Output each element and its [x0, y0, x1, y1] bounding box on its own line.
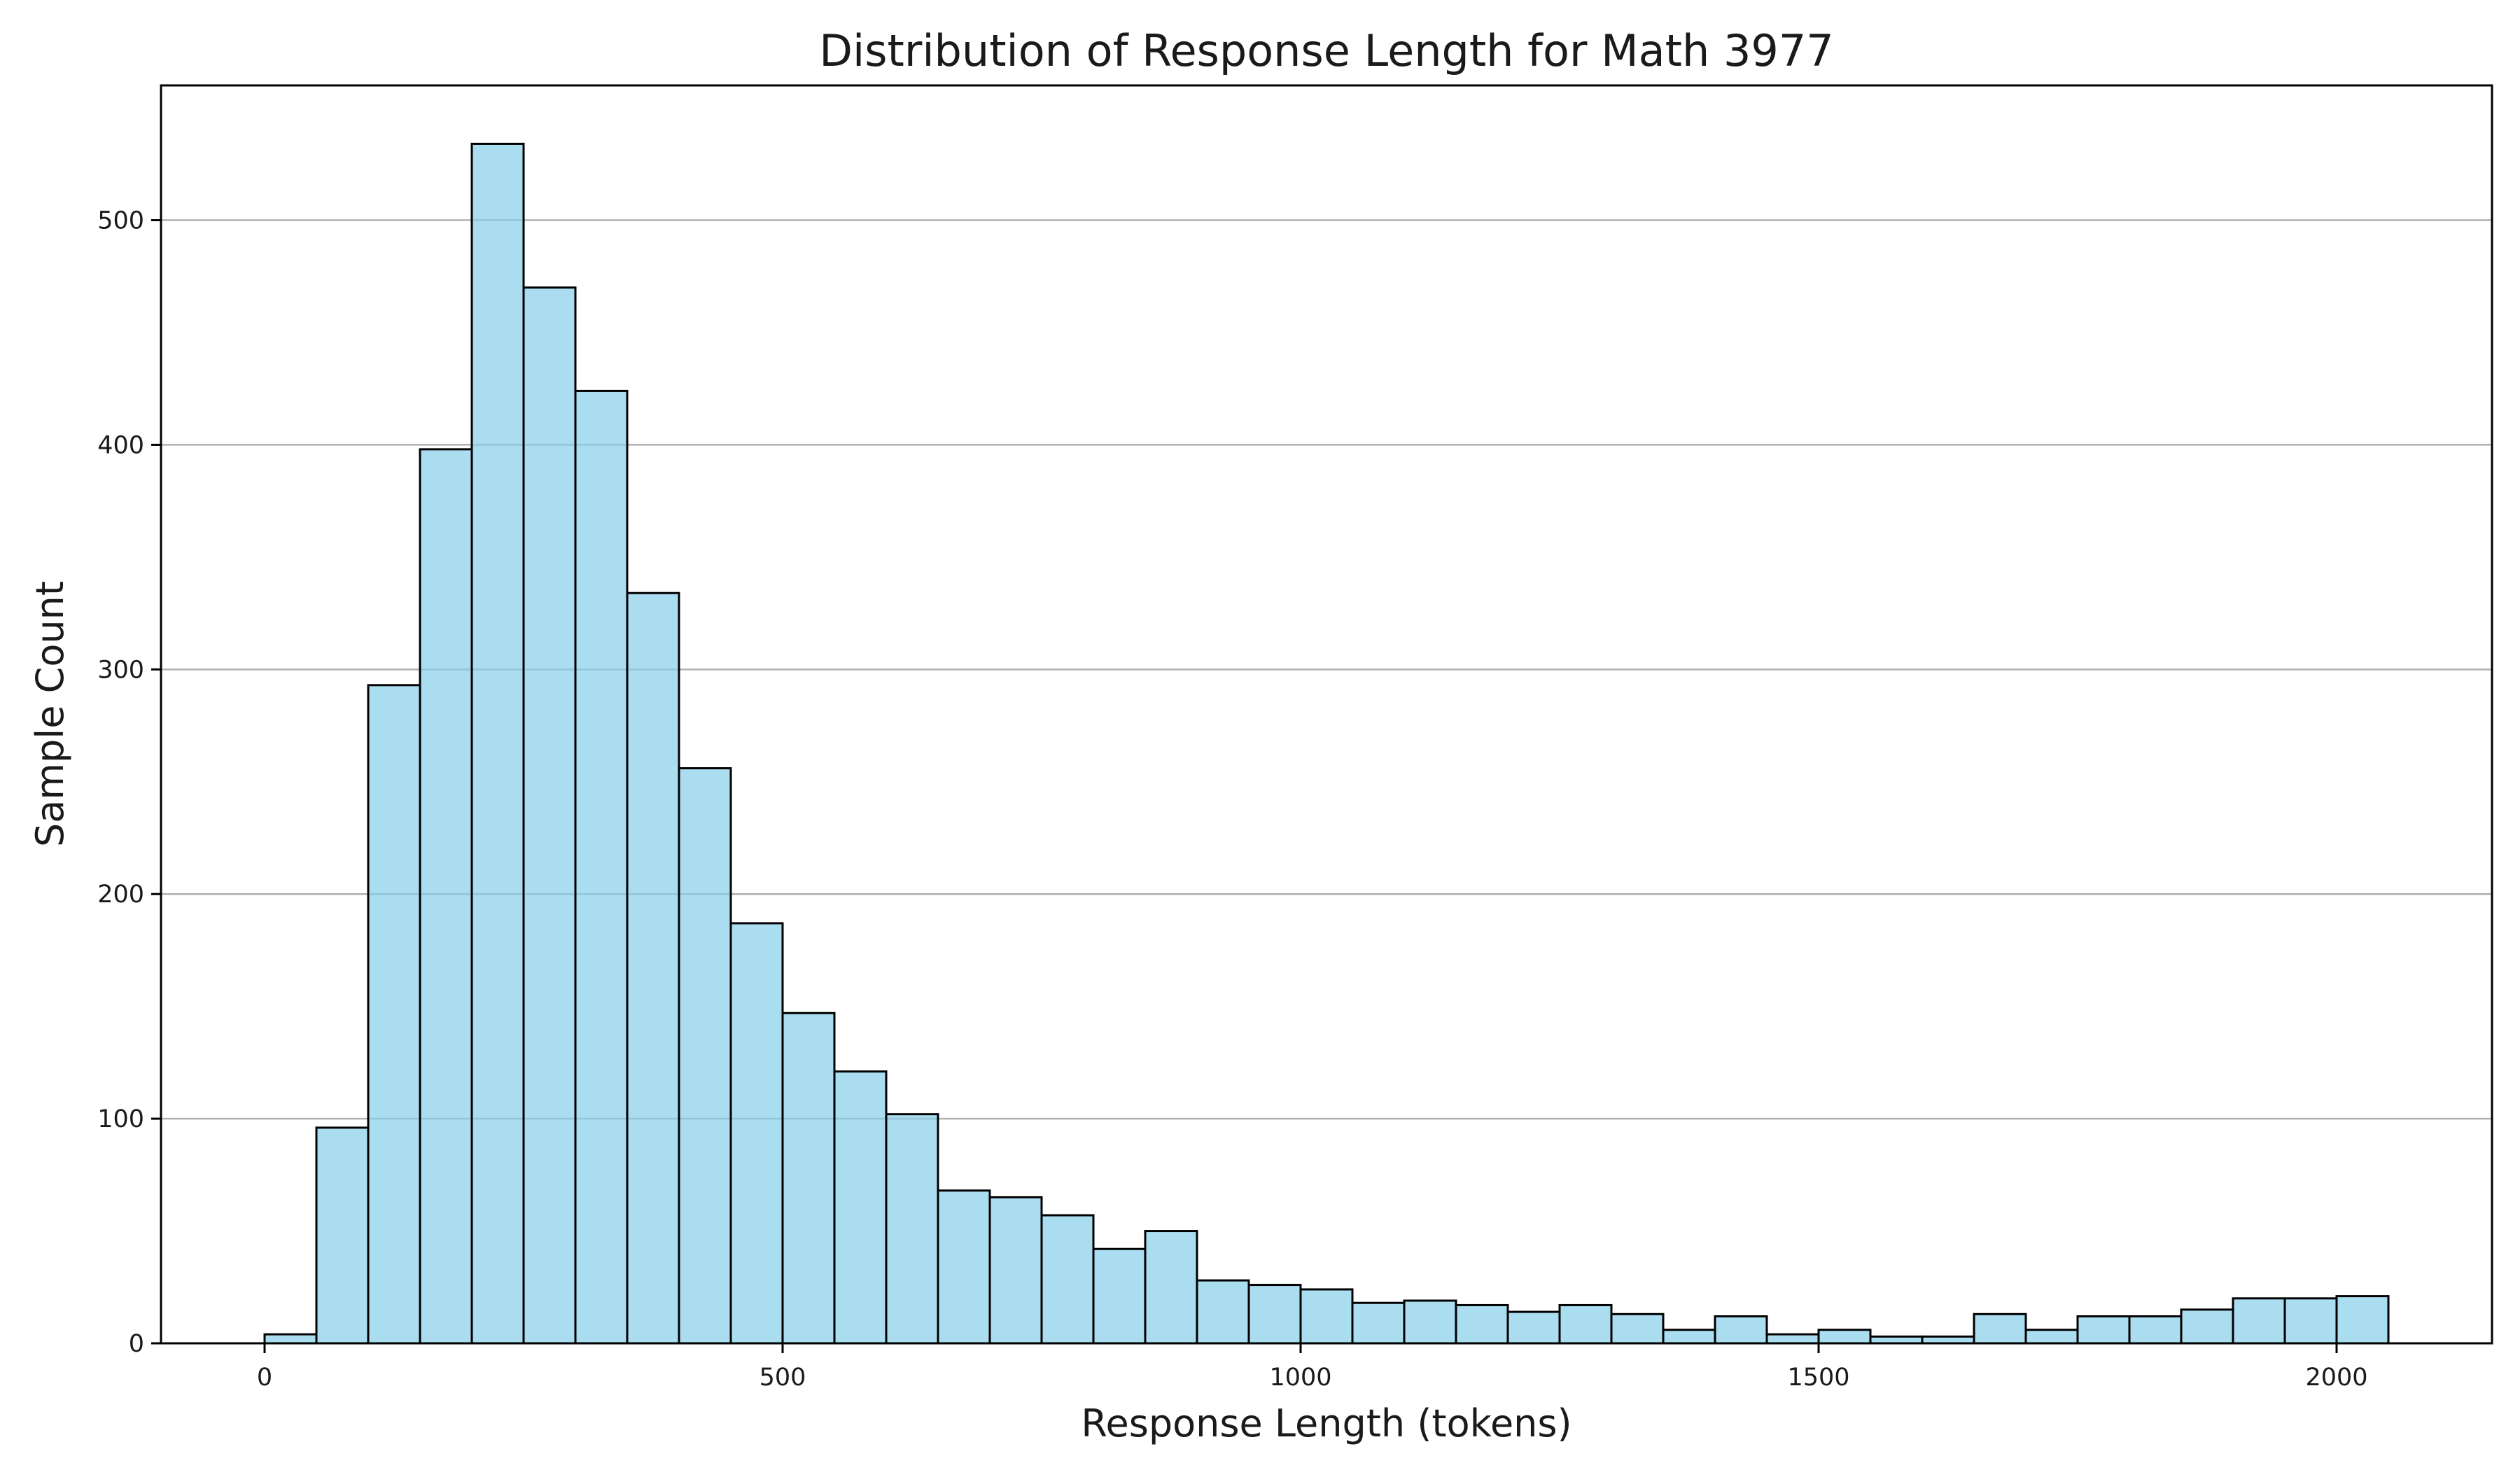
- histogram-bar-37: [2180, 1308, 2234, 1345]
- histogram-bar-7: [626, 592, 680, 1345]
- histogram-bar-0: [263, 1333, 318, 1345]
- x-axis-label: Response Length (tokens): [1081, 1401, 1572, 1446]
- histogram-bar-12: [885, 1113, 939, 1345]
- histogram-bar-25: [1558, 1303, 1613, 1345]
- x-tick-label: 2000: [2305, 1364, 2367, 1392]
- histogram-bar-14: [988, 1196, 1043, 1345]
- histogram-bar-13: [937, 1189, 991, 1345]
- histogram-bar-36: [2128, 1315, 2183, 1345]
- x-tick-label: 0: [257, 1364, 272, 1392]
- histogram-bar-9: [729, 922, 784, 1345]
- histogram-bar-11: [833, 1070, 888, 1345]
- histogram-bar-40: [2335, 1295, 2390, 1345]
- histogram-bar-1: [315, 1126, 370, 1345]
- y-tick-label: 200: [97, 881, 144, 909]
- histogram-bar-29: [1765, 1333, 1820, 1345]
- histogram-bar-21: [1351, 1301, 1406, 1345]
- histogram-bar-15: [1040, 1214, 1095, 1345]
- histogram-bar-39: [2283, 1297, 2338, 1345]
- y-tick-label: 400: [97, 431, 144, 459]
- axis-ticks: 0 500 1000 1500 2000 0 100 200 300 400 500: [97, 207, 2367, 1392]
- histogram-bar-30: [1817, 1329, 1872, 1345]
- histogram-bar-18: [1196, 1279, 1250, 1345]
- y-tick-label: 0: [129, 1330, 144, 1358]
- histogram-bar-2: [367, 684, 421, 1345]
- histogram-bar-17: [1144, 1230, 1198, 1345]
- histogram-bar-5: [522, 286, 577, 1345]
- x-tick-label: 500: [760, 1364, 806, 1392]
- histogram-bar-24: [1506, 1310, 1561, 1345]
- histogram-bar-10: [781, 1011, 836, 1345]
- y-tick-label: 100: [97, 1105, 144, 1133]
- histogram-bar-35: [2076, 1315, 2131, 1345]
- histogram-bar-19: [1247, 1284, 1302, 1345]
- plot-frame: [160, 84, 2493, 1345]
- chart-title: Distribution of Response Length for Math…: [819, 25, 1833, 76]
- histogram-bars: [263, 142, 2390, 1345]
- histogram-bar-33: [1973, 1312, 2027, 1345]
- histogram-bar-38: [2232, 1297, 2286, 1345]
- histogram-bar-3: [419, 448, 473, 1345]
- histogram-bar-8: [678, 767, 732, 1345]
- y-tick-label: 300: [97, 656, 144, 684]
- histogram-bar-4: [470, 142, 525, 1345]
- histogram-bar-20: [1299, 1288, 1354, 1345]
- histogram-bar-16: [1092, 1247, 1147, 1345]
- histogram-bar-23: [1455, 1303, 1509, 1345]
- y-tick-label: 500: [97, 207, 144, 235]
- histogram-bar-6: [574, 389, 629, 1345]
- histogram-bar-26: [1610, 1312, 1665, 1345]
- histogram-bar-22: [1403, 1299, 1457, 1345]
- histogram-bar-27: [1662, 1329, 1716, 1345]
- y-axis-label: Sample Count: [28, 581, 72, 847]
- x-tick-label: 1000: [1269, 1364, 1331, 1392]
- histogram-bar-28: [1714, 1315, 1768, 1345]
- x-tick-label: 1500: [1787, 1364, 1849, 1392]
- histogram-bar-34: [2024, 1329, 2079, 1345]
